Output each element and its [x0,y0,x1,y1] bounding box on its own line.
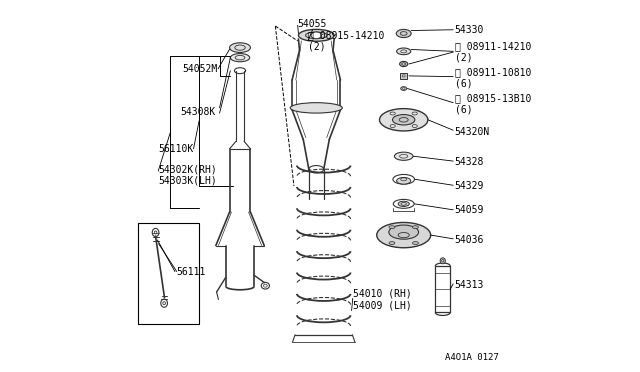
Ellipse shape [290,103,342,113]
Text: 54313: 54313 [454,280,484,289]
Ellipse shape [440,258,445,264]
Text: 54036: 54036 [454,235,484,245]
Text: 54302K(RH)
54303K(LH): 54302K(RH) 54303K(LH) [158,164,217,186]
Text: 56111: 56111 [177,267,206,276]
FancyBboxPatch shape [401,73,407,79]
Ellipse shape [230,54,250,62]
Text: 54308K: 54308K [180,107,215,116]
Ellipse shape [389,226,395,229]
Ellipse shape [401,87,406,90]
Ellipse shape [298,29,334,41]
Ellipse shape [412,226,419,229]
Text: Ⓝ 08911-10810
(6): Ⓝ 08911-10810 (6) [454,67,531,89]
Ellipse shape [230,43,250,52]
Text: ① 08915-13B10
(6): ① 08915-13B10 (6) [454,93,531,115]
Ellipse shape [394,152,413,160]
Text: 54010 (RH)
54009 (LH): 54010 (RH) 54009 (LH) [353,289,412,310]
Bar [138,223,199,324]
Ellipse shape [377,222,431,248]
Ellipse shape [397,177,411,184]
Ellipse shape [412,241,419,244]
Ellipse shape [311,32,321,39]
Text: 54330: 54330 [454,25,484,35]
Ellipse shape [389,225,419,239]
Text: 54328: 54328 [454,157,484,167]
Text: 54055: 54055 [298,19,327,29]
Ellipse shape [399,61,408,67]
Text: 56110K: 56110K [158,144,193,154]
Ellipse shape [392,115,415,125]
Text: 54059: 54059 [454,205,484,215]
Ellipse shape [398,201,410,206]
Ellipse shape [397,48,411,55]
Text: ① 08915-14210
(2): ① 08915-14210 (2) [308,30,385,52]
Text: 54329: 54329 [454,181,484,191]
Text: 54052M: 54052M [182,64,218,74]
Ellipse shape [380,109,428,131]
Text: A4O1A 0127: A4O1A 0127 [445,353,499,362]
Ellipse shape [389,241,395,244]
Text: Ⓝ 08911-14210
(2): Ⓝ 08911-14210 (2) [454,41,531,63]
Ellipse shape [396,29,411,38]
Text: 54320N: 54320N [454,127,490,137]
